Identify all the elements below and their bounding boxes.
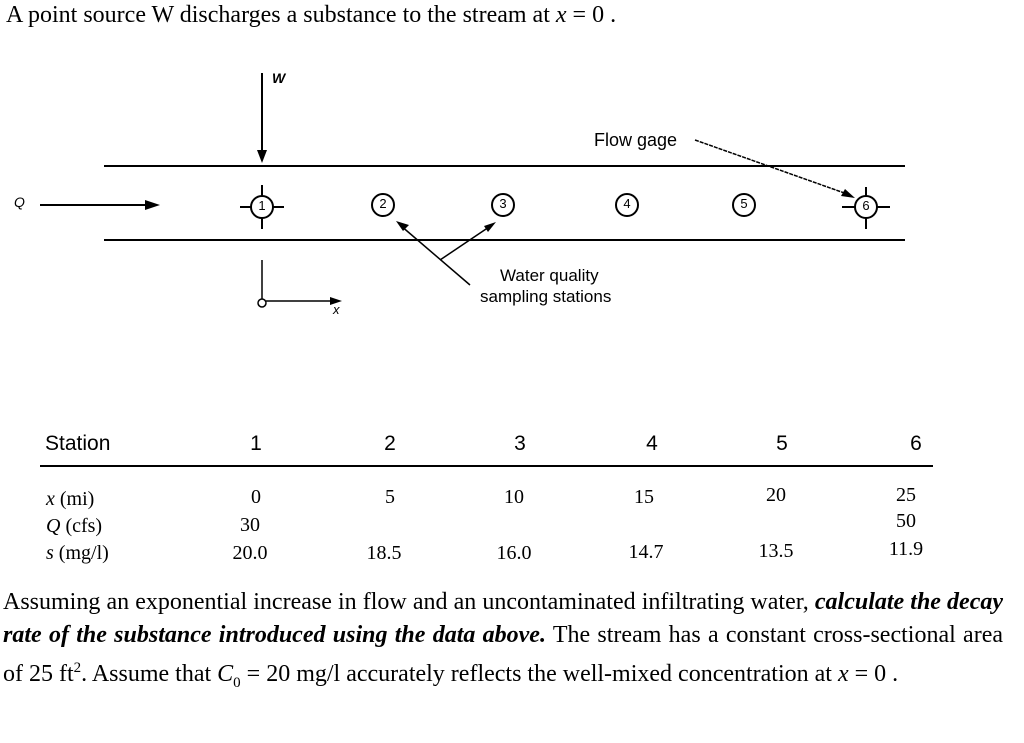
table-cell: 13.5	[758, 540, 794, 562]
station-3-number: 3	[499, 196, 507, 211]
table-cell: 20	[766, 484, 786, 506]
intro-text: A point source W discharges a substance …	[6, 2, 556, 28]
station-5-number: 5	[740, 196, 748, 211]
table-header-4: 4	[646, 432, 658, 455]
row-label-x: x (mi)	[46, 488, 95, 510]
flow-gage-label: Flow gage	[594, 130, 678, 150]
intro-eq: = 0 .	[566, 2, 617, 28]
table-cell: 14.7	[628, 541, 664, 563]
station-1-number: 1	[258, 198, 266, 213]
flow-label: Q	[14, 194, 25, 210]
stream-diagram	[40, 73, 905, 308]
table-cell: 15	[634, 486, 654, 508]
table-cell: 30	[240, 514, 260, 536]
row-label-s: s (mg/l)	[46, 542, 109, 564]
table-header-3: 3	[514, 432, 526, 455]
table-header-1: 1	[250, 432, 262, 455]
problem-paragraph: Assuming an exponential increase in flow…	[3, 589, 1004, 691]
station-5-marker	[732, 193, 756, 217]
source-arrowhead	[257, 150, 267, 163]
table-cell: 20.0	[232, 542, 268, 564]
sampling-label-line1: Water quality	[500, 266, 599, 285]
station-2-marker	[371, 193, 395, 217]
station-4-number: 4	[623, 196, 631, 211]
sampling-leader-3	[439, 224, 493, 261]
station-6-number: 6	[862, 198, 870, 213]
table-cell: 0	[251, 486, 261, 508]
table-cell: 18.5	[366, 542, 402, 564]
station-3-marker	[491, 193, 515, 217]
sampling-leader-2	[399, 224, 471, 286]
table-rule	[40, 465, 933, 467]
table-header-station: Station	[45, 432, 111, 455]
flow-gage-arrowhead	[841, 189, 855, 198]
table-cell: 25	[896, 484, 916, 506]
axis-origin	[257, 298, 267, 308]
problem-task: calculate the decay rate of the substanc…	[3, 589, 1004, 648]
table-header-5: 5	[776, 432, 788, 455]
problem-intro: A point source W discharges a substance …	[6, 2, 616, 29]
row-label-q: Q (cfs)	[46, 515, 103, 537]
axis-x-arrowhead	[330, 297, 342, 305]
intro-x-var: x	[555, 2, 567, 28]
source-label: W	[272, 70, 286, 86]
station-4-marker	[615, 193, 639, 217]
sampling-arrowhead-2	[396, 221, 409, 231]
sampling-label-line2: sampling stations	[480, 287, 612, 306]
flow-gage-leader	[694, 139, 851, 196]
axis-x-label: x	[333, 302, 340, 317]
table-cell: 11.9	[888, 538, 924, 560]
station-2-number: 2	[379, 196, 387, 211]
sampling-arrowhead-3	[484, 222, 496, 232]
table-cell: 5	[385, 486, 395, 508]
table-cell: 50	[896, 510, 916, 532]
table-cell: 10	[504, 486, 524, 508]
flow-arrowhead	[145, 200, 160, 210]
table-header-6: 6	[910, 432, 922, 455]
table-cell: 16.0	[496, 542, 532, 564]
table-header-2: 2	[384, 432, 396, 455]
